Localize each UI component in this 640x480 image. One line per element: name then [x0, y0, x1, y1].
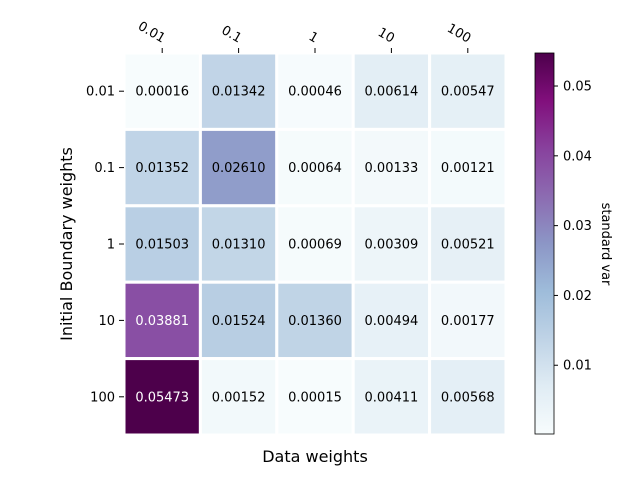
colorbar-tick-label: 0.02: [563, 289, 592, 304]
heatmap-cell: [198, 357, 279, 437]
heatmap-cell: [428, 280, 508, 361]
cell-value-label: 0.03881: [135, 314, 189, 329]
x-tick-label: 10: [375, 25, 397, 46]
x-axis-label: Data weights: [262, 447, 368, 466]
cell-value-label: 0.01342: [212, 85, 266, 100]
cell-value-label: 0.00015: [288, 390, 342, 405]
y-axis-ticks: 0.01 0.1 1 10 100: [86, 85, 124, 405]
cell-value-label: 0.00547: [441, 85, 495, 100]
heatmap-cell: [351, 280, 432, 361]
heatmap-cell: [351, 204, 432, 284]
colorbar-tick-label: 0.05: [563, 80, 592, 95]
heatmap-cell: [275, 357, 355, 437]
cell-value-label: 0.00177: [441, 314, 495, 329]
x-tick-label: 100: [444, 21, 473, 46]
cell-value-label: 0.00016: [135, 85, 189, 100]
cell-value-label: 0.00133: [365, 161, 419, 176]
x-tick-label: 0.01: [135, 19, 168, 46]
x-axis-ticks: 0.01 0.1 1 10 100: [135, 19, 473, 53]
y-tick-label: 10: [98, 314, 115, 329]
colorbar-tick-label: 0.03: [563, 219, 592, 234]
cell-value-label: 0.00614: [365, 85, 419, 100]
heatmap-cell: [198, 204, 279, 284]
cell-value-label: 0.00152: [212, 390, 266, 405]
cell-value-label: 0.00494: [365, 314, 419, 329]
cell-value-label: 0.00046: [288, 85, 342, 100]
colorbar-tick-label: 0.04: [563, 149, 592, 164]
y-tick-label: 100: [90, 390, 115, 405]
cell-value-label: 0.00309: [365, 238, 419, 253]
cell-value-label: 0.00064: [288, 161, 342, 176]
colorbar: [534, 52, 555, 435]
cell-value-label: 0.00568: [441, 390, 495, 405]
heatmap-cell: [428, 357, 508, 437]
colorbar-ticks: 0.01 0.02 0.03 0.04 0.05: [554, 80, 592, 374]
x-tick-label: 0.1: [219, 23, 244, 46]
heatmap-cell: [428, 127, 508, 208]
cell-value-label: 0.01360: [288, 314, 342, 329]
cell-value-label: 0.00521: [441, 238, 495, 253]
cell-value-label: 0.00069: [288, 238, 342, 253]
x-tick-label: 1: [306, 29, 321, 46]
y-tick-label: 1: [107, 238, 115, 253]
y-tick-label: 0.1: [94, 161, 115, 176]
y-tick-label: 0.01: [86, 85, 115, 100]
cell-value-label: 0.05473: [135, 390, 189, 405]
cell-value-label: 0.01310: [212, 238, 266, 253]
cell-value-label: 0.00411: [365, 390, 419, 405]
colorbar-label: standard var: [598, 203, 613, 286]
cell-value-label: 0.00121: [441, 161, 495, 176]
heatmap-cells: 0.00016 0.01342 0.00046 0.00614 0.00547 0.013…: [122, 51, 508, 437]
y-axis-label: Initial Boundary weights: [57, 147, 76, 341]
cell-value-label: 0.02610: [212, 161, 266, 176]
cell-value-label: 0.01503: [135, 238, 189, 253]
cell-value-label: 0.01352: [135, 161, 189, 176]
heatmap-cell: [198, 280, 279, 361]
cell-value-label: 0.01524: [212, 314, 266, 329]
colorbar-tick-label: 0.01: [563, 359, 592, 374]
heatmap-cell: [275, 127, 355, 208]
